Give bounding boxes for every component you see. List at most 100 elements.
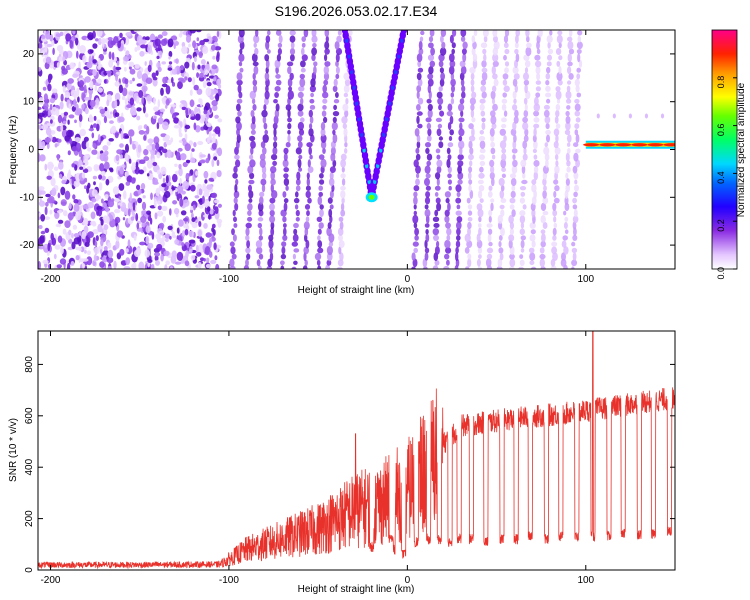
- heat-cell: [48, 196, 55, 203]
- heat-streak-cell: [236, 133, 241, 144]
- heat-streak-cell: [309, 123, 313, 129]
- heat-streak-cell: [280, 253, 287, 260]
- heat-streak-cell: [274, 59, 281, 69]
- heat-streak-cell: [438, 54, 445, 62]
- heat-streak-cell: [468, 154, 474, 161]
- heat-cell: [125, 50, 130, 57]
- heat-cell: [185, 34, 192, 43]
- heat-cell: [186, 221, 189, 230]
- heat-streak-cell: [428, 66, 434, 75]
- heat-streak-cell: [272, 122, 278, 130]
- heat-streak-cell: [509, 253, 515, 260]
- heat-cell: [102, 255, 108, 263]
- heat-cell: [151, 263, 155, 269]
- heat-streak-cell: [515, 34, 519, 44]
- heat-cell: [206, 257, 210, 263]
- heat-streak-cell: [533, 110, 540, 117]
- heat-cell: [170, 255, 177, 264]
- heat-cell: [198, 204, 204, 209]
- heat-cell: [156, 169, 161, 175]
- heat-streak-cell: [479, 166, 484, 173]
- heat-cell: [206, 82, 212, 87]
- heat-streak-cell: [509, 173, 517, 179]
- heat-streak-cell: [283, 147, 289, 155]
- heat-cell: [82, 165, 86, 170]
- heat-cell: [198, 51, 203, 59]
- heat-streak-cell: [324, 61, 331, 67]
- heat-cell: [203, 74, 207, 79]
- heat-streak-cell: [496, 266, 503, 269]
- heat-cell: [141, 201, 147, 211]
- heat-streak-cell: [512, 154, 516, 160]
- heat-cell: [71, 146, 78, 152]
- heat-streak-cell: [323, 116, 328, 123]
- heat-cell: [46, 43, 53, 48]
- heat-streak-cell: [432, 216, 440, 222]
- heat-cell: [128, 158, 132, 164]
- heat-cell: [193, 84, 199, 91]
- heat-streak-cell: [273, 99, 278, 104]
- heat-streak-cell: [471, 91, 477, 99]
- heat-streak-cell: [328, 241, 334, 247]
- heat-streak-cell: [574, 103, 581, 112]
- heat-streak-cell: [344, 148, 348, 154]
- heat-streak-cell: [345, 98, 349, 105]
- heat-streak-cell: [575, 148, 581, 154]
- heat-cell: [93, 115, 97, 121]
- heat-cell: [208, 131, 212, 139]
- heat-cell: [87, 32, 94, 41]
- heat-streak-cell: [289, 72, 294, 81]
- heat-streak-cell: [510, 190, 516, 198]
- heat-streak-cell: [265, 85, 269, 93]
- heat-cell: [69, 40, 74, 49]
- heat-streak-cell: [483, 35, 488, 43]
- heat-streak-cell: [265, 66, 269, 74]
- heat-streak-cell: [498, 177, 505, 187]
- heat-streak-cell: [443, 265, 450, 269]
- heat-streak-cell: [546, 61, 552, 67]
- heat-streak-cell: [309, 154, 313, 160]
- heat-streak-cell: [253, 42, 257, 48]
- heat-streak-cell: [499, 140, 507, 150]
- heat-cell: [156, 210, 164, 217]
- heat-streak-cell: [424, 209, 431, 218]
- heat-streak-cell: [426, 160, 432, 167]
- heat-streak-cell: [519, 228, 525, 235]
- heat-streak-cell: [471, 117, 476, 123]
- heat-streak-cell: [457, 154, 464, 161]
- heat-cell: [99, 261, 105, 268]
- heat-cell: [185, 172, 190, 181]
- heat-streak-cell: [287, 66, 292, 75]
- heat-streak-cell: [340, 209, 346, 217]
- heat-streak-cell: [245, 247, 251, 254]
- heat-streak-cell: [554, 185, 560, 192]
- heat-streak-cell: [466, 197, 471, 204]
- heat-streak-cell: [439, 47, 447, 56]
- heat-streak-cell: [297, 121, 304, 131]
- heat-streak-cell: [340, 173, 346, 179]
- heat-cell: [162, 76, 168, 84]
- heat-streak-cell: [476, 203, 483, 211]
- heat-streak-cell: [490, 135, 495, 142]
- heat-streak-cell: [317, 228, 322, 235]
- heat-streak-cell: [322, 98, 328, 104]
- heat-cell: [209, 208, 214, 215]
- heat-streak-cell: [416, 104, 421, 111]
- heat-streak-cell: [314, 252, 322, 261]
- heat-cell: [117, 40, 121, 49]
- heat-cell: [215, 263, 220, 269]
- heat-cell: [195, 244, 199, 253]
- heat-streak-cell: [510, 128, 517, 136]
- heat-cell: [114, 132, 119, 139]
- heat-cell: [43, 93, 49, 101]
- heat-streak-cell: [553, 216, 557, 223]
- heat-cell: [78, 247, 82, 252]
- heat-cell: [211, 159, 215, 168]
- heat-cell: [129, 68, 136, 75]
- heat-cell: [138, 169, 145, 175]
- heat-cell: [150, 192, 153, 200]
- heat-cell: [211, 223, 216, 229]
- heat-streak-cell: [287, 122, 292, 130]
- heat-streak-cell: [540, 215, 546, 224]
- heat-streak-cell: [317, 265, 322, 269]
